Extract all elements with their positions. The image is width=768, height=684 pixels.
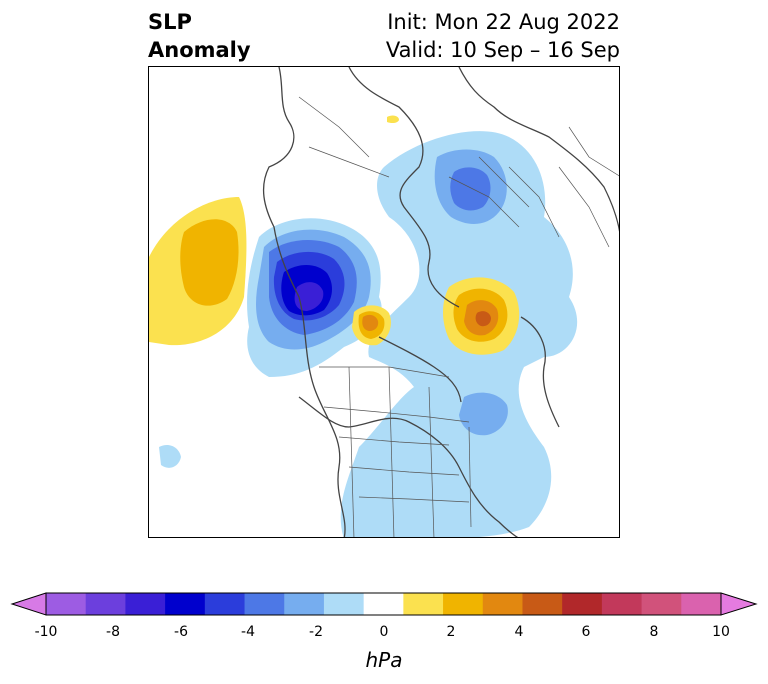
map-title: SLP Anomaly bbox=[148, 8, 251, 64]
tick-label: -2 bbox=[309, 624, 323, 640]
tick-label: 0 bbox=[379, 624, 389, 640]
colorbar-segment bbox=[125, 593, 166, 615]
title-line-2: Anomaly bbox=[148, 38, 251, 62]
valid-date: Valid: 10 Sep – 16 Sep bbox=[385, 38, 620, 62]
coastlines bbox=[262, 67, 619, 537]
colorbar-segment bbox=[443, 593, 484, 615]
colorbar-extend-min bbox=[10, 592, 47, 616]
colorbar-segment bbox=[165, 593, 206, 615]
init-date: Init: Mon 22 Aug 2022 bbox=[387, 10, 620, 34]
tick-label: -6 bbox=[174, 624, 188, 640]
date-info: Init: Mon 22 Aug 2022 Valid: 10 Sep – 16… bbox=[386, 8, 620, 64]
colorbar-segment bbox=[204, 593, 246, 615]
country-borders bbox=[298, 96, 619, 537]
colorbar-segment bbox=[363, 593, 404, 615]
colorbar-segment bbox=[482, 593, 523, 615]
anomaly-map bbox=[149, 67, 619, 537]
tick-label: 2 bbox=[446, 624, 456, 640]
tick-label: 6 bbox=[581, 624, 591, 640]
colorbar-extend-max bbox=[720, 592, 758, 616]
colorbar-outline bbox=[45, 592, 722, 616]
colorbar-segment bbox=[522, 593, 563, 615]
colorbar-segment bbox=[284, 593, 325, 615]
colorbar-segment bbox=[244, 593, 285, 615]
tick-label: -8 bbox=[106, 624, 120, 640]
colorbar-segment bbox=[46, 593, 87, 615]
colorbar-segments bbox=[10, 592, 758, 616]
colorbar-segment bbox=[641, 593, 682, 615]
anomaly-contours-positive bbox=[149, 115, 520, 355]
colorbar-segment bbox=[323, 593, 365, 615]
tick-label: -10 bbox=[34, 624, 58, 640]
colorbar-segment bbox=[562, 593, 603, 615]
tick-label: 10 bbox=[712, 624, 730, 640]
colorbar-unit: hPa bbox=[365, 648, 403, 672]
colorbar-segment bbox=[85, 593, 126, 615]
map-panel bbox=[148, 66, 620, 538]
colorbar-segment bbox=[601, 593, 643, 615]
title-line-1: SLP bbox=[148, 10, 192, 34]
tick-label: 8 bbox=[649, 624, 659, 640]
tick-label: 4 bbox=[514, 624, 524, 640]
tick-label: -4 bbox=[241, 624, 255, 640]
colorbar-segment bbox=[403, 593, 444, 615]
colorbar bbox=[10, 592, 758, 616]
colorbar-segment bbox=[681, 593, 722, 615]
